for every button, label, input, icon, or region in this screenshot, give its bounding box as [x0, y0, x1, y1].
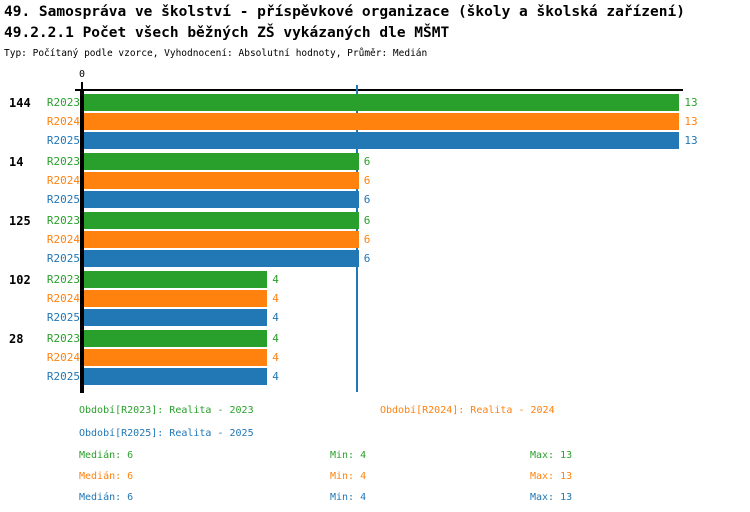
bar-r2024-group5 — [84, 349, 268, 366]
x-axis-line — [75, 89, 683, 91]
legend-item-r2023: Období[R2023]: Realita - 2023 — [79, 405, 254, 416]
category-label: 125 — [9, 214, 31, 228]
stat-min-r2025: Min: 4 — [330, 492, 367, 503]
stat-max-r2024: Max: 13 — [530, 471, 573, 482]
indicator-title: 49.2.2.1 Počet všech běžných ZŠ vykázaný… — [4, 25, 450, 41]
report-title: 49. Samospráva ve školství - příspěvkové… — [4, 4, 685, 20]
stat-median-r2024: Medián: 6 — [79, 471, 134, 482]
stat-median-r2025: Medián: 6 — [79, 492, 134, 503]
bar-r2025-group3 — [84, 250, 359, 267]
category-label: 28 — [9, 332, 24, 346]
bar-r2024-group2 — [84, 172, 359, 189]
bar-r2023-group2 — [84, 153, 359, 170]
series-label: R2023 — [46, 96, 80, 109]
category-label: 144 — [9, 96, 31, 110]
bar-value-label: 6 — [363, 233, 371, 246]
bar-r2023-group5 — [84, 330, 268, 347]
bar-r2025-group1 — [84, 132, 680, 149]
series-label: R2025 — [46, 193, 80, 206]
bar-value-label: 4 — [272, 351, 279, 364]
bar-value-label: 4 — [272, 311, 279, 324]
series-label: R2023 — [46, 332, 80, 345]
bar-value-label: 13 — [684, 96, 698, 109]
series-label: R2025 — [46, 134, 80, 147]
legend-item-r2024: Období[R2024]: Realita - 2024 — [380, 405, 555, 416]
stat-max-r2023: Max: 13 — [530, 450, 573, 461]
series-label: R2025 — [46, 311, 80, 324]
series-label: R2023 — [46, 155, 80, 168]
bar-r2025-group2 — [84, 191, 359, 208]
series-label: R2024 — [46, 292, 80, 305]
bar-value-label: 6 — [363, 155, 371, 168]
series-label: R2023 — [46, 214, 80, 227]
x-axis-zero-label: 0 — [78, 69, 86, 80]
bar-r2024-group4 — [84, 290, 268, 307]
stat-median-r2023: Medián: 6 — [79, 450, 134, 461]
bar-value-label: 4 — [272, 370, 279, 383]
bar-value-label: 6 — [363, 193, 371, 206]
bar-value-label: 4 — [272, 273, 279, 286]
series-label: R2025 — [46, 252, 80, 265]
category-label: 102 — [9, 273, 31, 287]
series-label: R2025 — [46, 370, 80, 383]
stat-min-r2023: Min: 4 — [330, 450, 367, 461]
series-label: R2023 — [46, 273, 80, 286]
category-label: 14 — [9, 155, 24, 169]
bar-value-label: 4 — [272, 292, 279, 305]
indicator-subtitle: Typ: Počítaný podle vzorce, Vyhodnocení:… — [4, 48, 428, 59]
bar-r2025-group4 — [84, 309, 268, 326]
series-label: R2024 — [46, 115, 80, 128]
bar-r2024-group1 — [84, 113, 680, 130]
series-label: R2024 — [46, 174, 80, 187]
bar-r2023-group3 — [84, 212, 359, 229]
bar-value-label: 4 — [272, 332, 279, 345]
y-axis-line — [80, 90, 84, 393]
series-label: R2024 — [46, 351, 80, 364]
plot-area: 0 144 R2023 13 R2024 13 R2025 13 14 R2023 6 R2024 6… — [9, 69, 698, 393]
stat-min-r2024: Min: 4 — [330, 471, 367, 482]
bar-r2023-group1 — [84, 94, 680, 111]
bar-r2023-group4 — [84, 271, 268, 288]
x-axis-tick — [81, 82, 83, 89]
bar-value-label: 6 — [363, 174, 371, 187]
bar-r2025-group5 — [84, 368, 268, 385]
bar-value-label: 13 — [684, 134, 698, 147]
series-label: R2024 — [46, 233, 80, 246]
legend-item-r2025: Období[R2025]: Realita - 2025 — [79, 428, 254, 439]
bar-value-label: 13 — [684, 115, 698, 128]
bar-value-label: 6 — [363, 252, 371, 265]
stat-max-r2025: Max: 13 — [530, 492, 573, 503]
bar-r2024-group3 — [84, 231, 359, 248]
bar-value-label: 6 — [363, 214, 371, 227]
